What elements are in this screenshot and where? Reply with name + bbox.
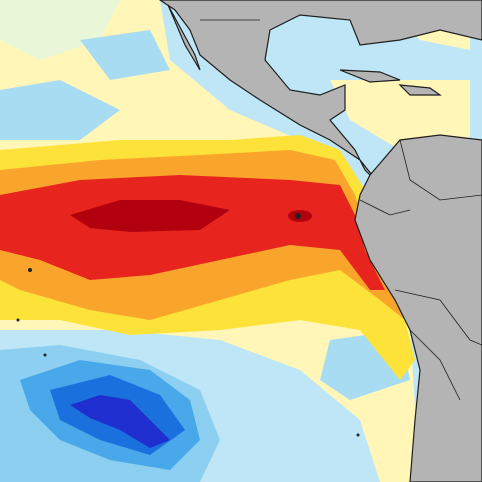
borders bbox=[200, 19, 482, 401]
red-core bbox=[0, 175, 385, 290]
islands bbox=[16, 213, 360, 437]
dark-red-core bbox=[70, 200, 230, 232]
cool-anomaly-areas bbox=[0, 345, 220, 482]
land bbox=[158, 0, 482, 482]
